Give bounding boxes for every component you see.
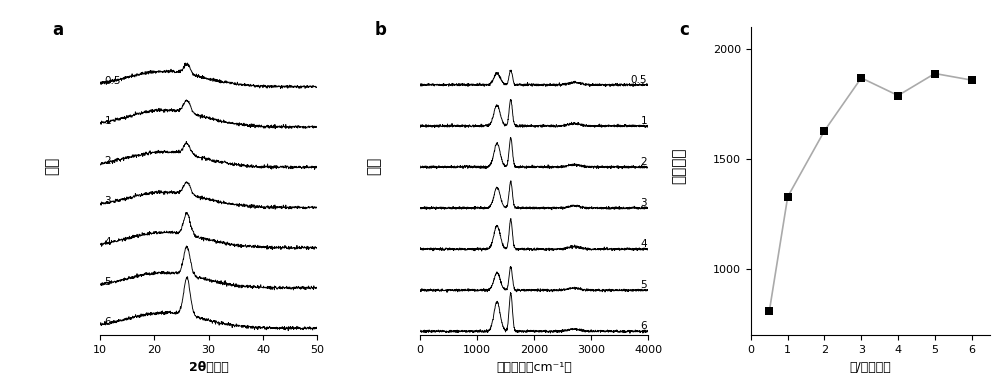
- Text: b: b: [374, 21, 386, 39]
- Text: 4: 4: [104, 236, 111, 246]
- Text: 4: 4: [640, 239, 647, 249]
- Text: 1: 1: [640, 115, 647, 126]
- Text: 2: 2: [640, 157, 647, 167]
- Text: 强度: 强度: [367, 157, 382, 175]
- Point: [927, 70, 943, 76]
- Text: 0.5: 0.5: [631, 74, 647, 85]
- Text: 比表面积: 比表面积: [672, 148, 687, 184]
- Text: 3: 3: [104, 196, 111, 206]
- Text: 6: 6: [104, 317, 111, 327]
- Point: [964, 77, 980, 83]
- X-axis label: 锡/镇摩尔比: 锡/镇摩尔比: [850, 361, 891, 374]
- Text: 5: 5: [640, 280, 647, 290]
- Point: [890, 92, 906, 99]
- Text: 0.5: 0.5: [104, 76, 121, 85]
- Text: c: c: [679, 21, 689, 39]
- Text: 1: 1: [104, 116, 111, 126]
- Point: [761, 308, 777, 314]
- Text: 2: 2: [104, 156, 111, 166]
- Text: a: a: [52, 21, 63, 39]
- Text: 5: 5: [104, 277, 111, 287]
- Text: 强度: 强度: [45, 157, 60, 175]
- Text: 6: 6: [640, 321, 647, 331]
- Text: 3: 3: [640, 198, 647, 208]
- Point: [780, 194, 796, 200]
- X-axis label: 拉曼位移（cm⁻¹）: 拉曼位移（cm⁻¹）: [496, 361, 572, 374]
- Point: [853, 75, 869, 81]
- Point: [816, 128, 832, 134]
- X-axis label: 2θ（度）: 2θ（度）: [189, 361, 229, 374]
